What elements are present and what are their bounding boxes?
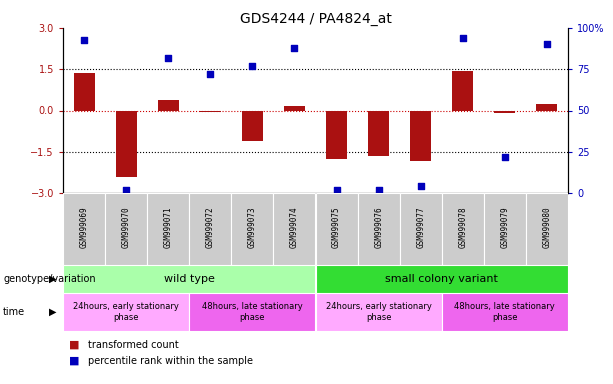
Bar (189, 293, 316, 331)
Text: ▶: ▶ (50, 307, 57, 317)
Text: GSM999077: GSM999077 (416, 207, 425, 248)
Point (374, 187, 384, 193)
Text: genotype/variation: genotype/variation (3, 274, 96, 284)
Bar (536, 104, 557, 111)
Bar (316, 193, 357, 265)
Bar (442, 293, 568, 331)
Bar (147, 193, 189, 265)
Text: 48hours, late stationary
phase: 48hours, late stationary phase (202, 302, 303, 322)
Text: 24hours, early stationary
phase: 24hours, early stationary phase (326, 302, 432, 322)
Text: GSM999080: GSM999080 (543, 207, 552, 248)
Bar (316, 293, 442, 331)
Text: GSM999075: GSM999075 (332, 207, 341, 248)
Text: GSM999079: GSM999079 (500, 207, 509, 248)
Point (458, 35, 468, 41)
Text: 24hours, early stationary
phase: 24hours, early stationary phase (73, 302, 179, 322)
Text: GSM999071: GSM999071 (164, 207, 173, 248)
Bar (326, 111, 347, 159)
Bar (284, 106, 305, 111)
Text: transformed count: transformed count (88, 340, 178, 350)
Text: GSM999069: GSM999069 (80, 207, 88, 248)
Text: ▶: ▶ (50, 274, 57, 284)
Bar (63, 193, 105, 265)
Bar (410, 111, 431, 161)
Text: GSM999073: GSM999073 (248, 207, 257, 248)
Bar (368, 111, 389, 156)
Bar (484, 193, 526, 265)
Text: ■: ■ (69, 356, 80, 366)
Text: percentile rank within the sample: percentile rank within the sample (88, 356, 253, 366)
Text: GSM999078: GSM999078 (459, 207, 467, 248)
Point (79, 36, 89, 43)
Bar (526, 193, 568, 265)
Bar (242, 111, 263, 141)
Bar (400, 193, 442, 265)
Text: time: time (3, 307, 25, 317)
Text: GSM999072: GSM999072 (206, 207, 215, 248)
Bar (74, 73, 94, 111)
Text: wild type: wild type (164, 274, 215, 284)
Bar (200, 111, 221, 112)
Bar (158, 99, 179, 111)
Title: GDS4244 / PA4824_at: GDS4244 / PA4824_at (240, 12, 392, 26)
Bar (63, 293, 189, 331)
Bar (273, 193, 316, 265)
Bar (116, 111, 137, 177)
Bar (189, 193, 231, 265)
Text: GSM999076: GSM999076 (374, 207, 383, 248)
Bar (231, 193, 273, 265)
Point (205, 71, 215, 77)
Point (289, 45, 299, 51)
Bar (316, 265, 568, 293)
Point (542, 41, 552, 48)
Point (416, 183, 425, 189)
Bar (442, 193, 484, 265)
Text: 48hours, late stationary
phase: 48hours, late stationary phase (454, 302, 555, 322)
Bar (494, 111, 516, 113)
Text: small colony variant: small colony variant (386, 274, 498, 284)
Point (500, 154, 510, 160)
Point (163, 55, 173, 61)
Text: ■: ■ (69, 340, 80, 350)
Bar (105, 193, 147, 265)
Bar (63, 265, 316, 293)
Point (248, 63, 257, 69)
Point (332, 187, 341, 193)
Text: GSM999074: GSM999074 (290, 207, 299, 248)
Bar (452, 71, 473, 111)
Text: GSM999070: GSM999070 (121, 207, 131, 248)
Point (121, 187, 131, 193)
Bar (357, 193, 400, 265)
